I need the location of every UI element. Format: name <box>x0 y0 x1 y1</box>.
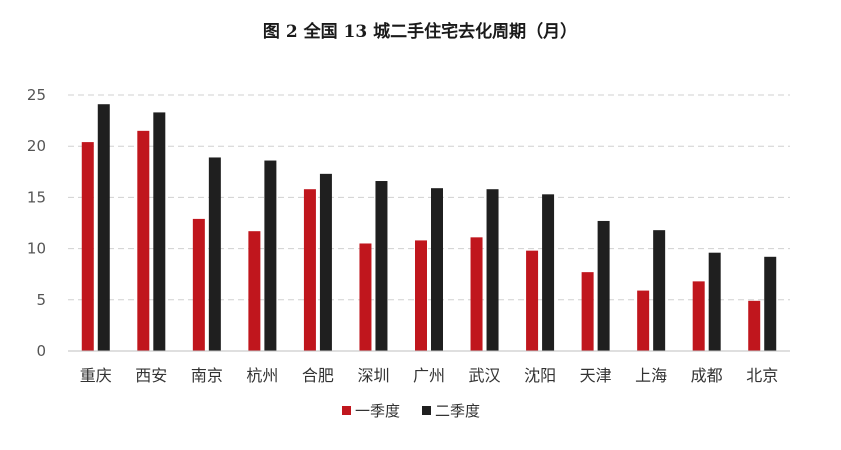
bar-q2-2 <box>208 157 221 351</box>
legend-swatch-1 <box>422 406 431 415</box>
x-category-label: 上海 <box>635 366 667 385</box>
bar-q1-7 <box>470 237 483 351</box>
bar-q1-4 <box>303 189 316 351</box>
bar-q2-6 <box>431 188 443 351</box>
legend-label-0: 一季度 <box>355 402 400 420</box>
grid-lines <box>68 94 790 301</box>
x-category-label: 深圳 <box>357 366 389 385</box>
bar-q2-1 <box>153 112 166 352</box>
x-category-label: 合肥 <box>302 366 334 385</box>
y-tick-label: 10 <box>27 240 46 258</box>
bar-q2-0 <box>97 104 110 351</box>
chart-title: 图 2 全国 13 城二手住宅去化周期（月） <box>263 21 577 42</box>
y-tick-label: 15 <box>27 188 46 206</box>
legend: 一季度 二季度 <box>342 402 480 420</box>
x-category-label: 成都 <box>691 366 723 385</box>
bar-q1-0 <box>81 142 94 351</box>
x-category-label: 天津 <box>580 366 612 385</box>
bar-q1-2 <box>192 218 205 351</box>
bar-q1-10 <box>637 290 650 351</box>
bar-q2-3 <box>264 160 277 351</box>
y-tick-label: 0 <box>36 342 46 360</box>
bar-q1-5 <box>359 243 372 351</box>
x-category-label: 北京 <box>746 366 778 385</box>
y-tick-label: 20 <box>27 137 46 155</box>
x-category-label: 沈阳 <box>524 366 556 385</box>
bar-q2-11 <box>708 252 721 351</box>
bar-q1-8 <box>526 250 539 351</box>
bar-q2-12 <box>764 256 777 351</box>
legend-swatch-0 <box>342 406 351 415</box>
x-axis-categories: 重庆 西安 南京 杭州 合肥 深圳 广州 武汉 沈阳 天津 上海 成都 北京 <box>80 366 778 385</box>
bar-q1-9 <box>581 272 594 351</box>
x-category-label: 西安 <box>135 366 167 385</box>
x-category-label: 广州 <box>413 366 445 385</box>
bar-q2-9 <box>597 220 610 351</box>
bar-q2-5 <box>375 181 388 351</box>
bars <box>81 104 777 352</box>
bar-q2-4 <box>319 173 332 351</box>
bar-q1-6 <box>415 240 427 351</box>
y-axis-ticks: 0 5 10 15 20 25 <box>27 86 46 360</box>
x-category-label: 武汉 <box>469 366 501 385</box>
legend-label-1: 二季度 <box>435 402 480 420</box>
x-category-label: 南京 <box>191 366 223 385</box>
bar-q1-1 <box>137 130 150 351</box>
y-tick-label: 25 <box>27 86 46 104</box>
y-tick-label: 5 <box>36 291 46 309</box>
bar-q1-3 <box>248 231 261 351</box>
bar-q1-12 <box>748 300 761 351</box>
bar-q2-8 <box>542 194 555 351</box>
bar-q2-7 <box>486 189 499 351</box>
x-category-label: 杭州 <box>246 366 278 385</box>
x-category-label: 重庆 <box>80 366 112 385</box>
bar-q2-10 <box>653 230 666 351</box>
bar-q1-11 <box>692 281 705 351</box>
